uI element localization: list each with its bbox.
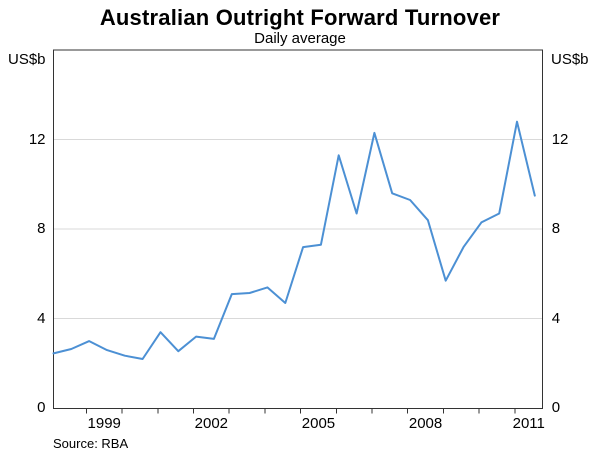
x-tick-label: 2008	[408, 415, 443, 433]
plot-frame	[53, 49, 544, 409]
y-tick-label-right: 8	[551, 220, 561, 238]
chart-subtitle: Daily average	[254, 30, 346, 47]
y-axis-unit-right: US$b	[551, 51, 589, 68]
x-tick-label: 2011	[512, 415, 545, 433]
y-tick-label-left: 0	[37, 399, 46, 417]
y-tick-label-left: 8	[37, 220, 46, 238]
y-tick-label-right: 4	[551, 309, 561, 327]
y-tick-label-right: 12	[551, 130, 569, 148]
data-line	[52, 120, 536, 360]
y-tick-label-left: 4	[37, 309, 46, 327]
y-tick-label-right: 0	[551, 399, 561, 417]
x-tick-label: 2005	[301, 415, 336, 433]
y-tick-label-left: 12	[28, 130, 46, 148]
y-axis-unit-left: US$b	[8, 51, 46, 68]
chart-title: Australian Outright Forward Turnover	[99, 5, 501, 30]
x-tick-label: 2002	[194, 415, 229, 433]
x-tick-label: 1999	[87, 415, 121, 433]
source-note: Source: RBA	[53, 436, 129, 451]
